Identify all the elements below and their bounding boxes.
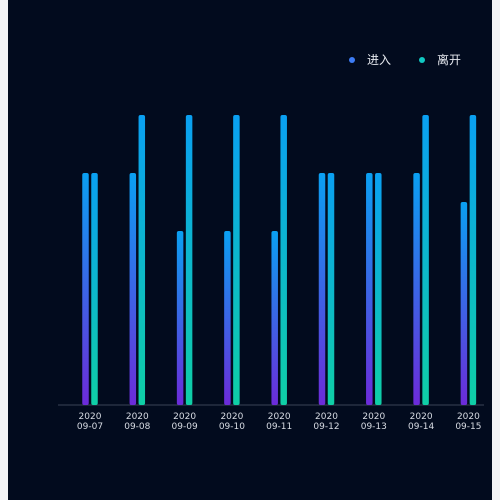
legend-item-leave[interactable]: 离开 — [419, 52, 461, 67]
bar-enter-1[interactable] — [129, 173, 137, 405]
x-tick-labels: 2020 09-07 2020 09-08 2020 09-09 2020 09-10 2020… — [77, 412, 482, 432]
bar-leave-4[interactable] — [280, 115, 287, 405]
bar-enter-0[interactable] — [82, 173, 89, 405]
legend-enter-marker — [349, 57, 355, 63]
bars — [82, 115, 477, 405]
x-tick-label-1: 2020 09-08 — [124, 412, 150, 432]
legend-item-enter[interactable]: 进入 — [349, 53, 391, 67]
legend-leave-marker — [419, 57, 425, 63]
x-tick-label-3: 2020 09-10 — [219, 412, 245, 432]
bar-leave-7[interactable] — [422, 115, 429, 405]
x-tick-label-5: 2020 09-12 — [313, 412, 339, 432]
legend[interactable]: 进入 离开 — [349, 52, 461, 67]
x-tick-label-6: 2020 09-13 — [361, 412, 387, 432]
x-tick-label-0: 2020 09-07 — [77, 412, 103, 432]
bar-leave-0[interactable] — [91, 173, 98, 405]
x-tick-label-4: 2020 09-11 — [266, 412, 292, 432]
bar-enter-4[interactable] — [271, 231, 278, 405]
bar-leave-5[interactable] — [327, 173, 335, 405]
legend-leave-label: 离开 — [437, 52, 461, 67]
legend-enter-label: 进入 — [367, 53, 391, 67]
bar-enter-2[interactable] — [176, 231, 184, 405]
bar-enter-3[interactable] — [224, 231, 231, 405]
bar-leave-6[interactable] — [375, 173, 382, 405]
bar-leave-8[interactable] — [469, 115, 477, 405]
bar-enter-7[interactable] — [413, 173, 420, 405]
x-tick-label-2: 2020 09-09 — [172, 412, 198, 432]
bar-leave-3[interactable] — [233, 115, 240, 405]
x-tick-label-8: 2020 09-15 — [455, 412, 481, 432]
bar-leave-1[interactable] — [138, 115, 146, 405]
x-tick-label-7: 2020 09-14 — [408, 412, 434, 432]
bar-enter-8[interactable] — [460, 202, 468, 405]
bar-enter-6[interactable] — [366, 173, 373, 405]
bar-leave-2[interactable] — [185, 115, 193, 405]
bar-enter-5[interactable] — [318, 173, 326, 405]
chart-panel: 进入 离开 2020 09-07 2020 09-08 2020 09-09 2020 09-… — [8, 0, 492, 500]
